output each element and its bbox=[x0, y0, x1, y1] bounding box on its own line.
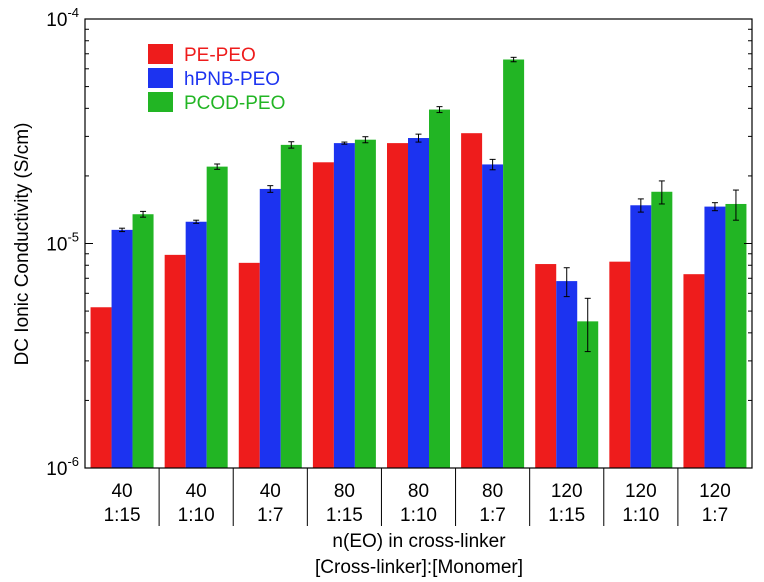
bar-pe-peo bbox=[164, 254, 186, 468]
bar-pcod-peo bbox=[206, 166, 228, 469]
x-tick-label-neo: 120 bbox=[625, 481, 657, 502]
bar-pe-peo bbox=[683, 274, 705, 468]
bar-pe-peo bbox=[461, 133, 483, 468]
legend-label-pcod-peo: PCOD-PEO bbox=[184, 93, 285, 114]
bar-pe-peo bbox=[312, 162, 334, 468]
x-axis-label-line2: [Cross-linker]:[Monomer] bbox=[315, 557, 523, 578]
bar-pe-peo bbox=[238, 262, 260, 468]
axes: 10-610-510-4401:15401:10401:7801:15801:1… bbox=[46, 5, 753, 526]
y-tick-exponent: -5 bbox=[67, 230, 79, 245]
bar-pe-peo bbox=[535, 264, 557, 468]
bar-pcod-peo bbox=[651, 191, 673, 468]
legend-label-hpnb-peo: hPNB-PEO bbox=[184, 69, 280, 90]
legend: PE-PEO hPNB-PEO PCOD-PEO bbox=[148, 44, 285, 114]
bar-pcod-peo bbox=[725, 203, 747, 468]
y-tick-label: 10-4 bbox=[46, 5, 79, 31]
x-tick-label-ratio: 1:15 bbox=[104, 505, 141, 526]
bar-hpnb-peo bbox=[111, 229, 133, 468]
y-tick-exponent: -4 bbox=[67, 5, 79, 20]
bar-hpnb-peo bbox=[556, 281, 578, 468]
bar-pcod-peo bbox=[503, 59, 525, 468]
x-tick-label-ratio: 1:15 bbox=[326, 505, 363, 526]
y-tick-mantissa: 10 bbox=[46, 10, 67, 31]
x-tick-label-neo: 80 bbox=[482, 481, 503, 502]
x-tick-label-neo: 40 bbox=[186, 481, 207, 502]
x-tick-label-neo: 40 bbox=[260, 481, 281, 502]
bar-pe-peo bbox=[609, 261, 631, 468]
legend-swatch-hpnb-peo bbox=[148, 68, 173, 88]
y-tick-label: 10-5 bbox=[46, 230, 79, 256]
bar-pcod-peo bbox=[429, 109, 450, 468]
legend-label-pe-peo: PE-PEO bbox=[184, 45, 256, 66]
x-tick-label-ratio: 1:7 bbox=[702, 505, 728, 526]
bar-hpnb-peo bbox=[482, 164, 504, 468]
bar-hpnb-peo bbox=[408, 138, 429, 468]
error-bars bbox=[119, 56, 739, 353]
bars bbox=[90, 59, 747, 469]
x-tick-label-ratio: 1:10 bbox=[178, 505, 215, 526]
legend-swatch-pcod-peo bbox=[148, 92, 173, 112]
x-tick-label-neo: 120 bbox=[699, 481, 731, 502]
bar-pcod-peo bbox=[577, 321, 599, 468]
bar-pcod-peo bbox=[280, 144, 302, 468]
y-tick-exponent: -6 bbox=[67, 454, 79, 469]
y-tick-mantissa: 10 bbox=[46, 459, 67, 480]
x-tick-label-ratio: 1:7 bbox=[257, 505, 283, 526]
y-axis-label: DC Ionic Conductivity (S/cm) bbox=[12, 123, 33, 366]
bar-hpnb-peo bbox=[704, 206, 726, 468]
bar-pe-peo bbox=[90, 307, 112, 468]
x-tick-label-neo: 40 bbox=[111, 481, 132, 502]
x-tick-label-ratio: 1:15 bbox=[548, 505, 585, 526]
bar-pcod-peo bbox=[354, 139, 376, 468]
bar-hpnb-peo bbox=[333, 143, 355, 468]
y-tick-mantissa: 10 bbox=[46, 235, 67, 256]
x-axis-label-line1: n(EO) in cross-linker bbox=[332, 531, 506, 552]
x-tick-label-ratio: 1:7 bbox=[479, 505, 505, 526]
y-tick-label: 10-6 bbox=[46, 454, 79, 480]
bar-hpnb-peo bbox=[259, 188, 281, 468]
bar-hpnb-peo bbox=[630, 205, 652, 468]
bar-pcod-peo bbox=[132, 214, 154, 468]
legend-swatch-pe-peo bbox=[148, 44, 173, 64]
x-tick-label-ratio: 1:10 bbox=[622, 505, 659, 526]
x-tick-label-neo: 80 bbox=[408, 481, 429, 502]
bar-pe-peo bbox=[387, 143, 408, 468]
x-tick-label-neo: 120 bbox=[551, 481, 583, 502]
x-tick-label-ratio: 1:10 bbox=[400, 505, 437, 526]
bar-hpnb-peo bbox=[185, 221, 207, 468]
x-tick-label-neo: 80 bbox=[334, 481, 355, 502]
